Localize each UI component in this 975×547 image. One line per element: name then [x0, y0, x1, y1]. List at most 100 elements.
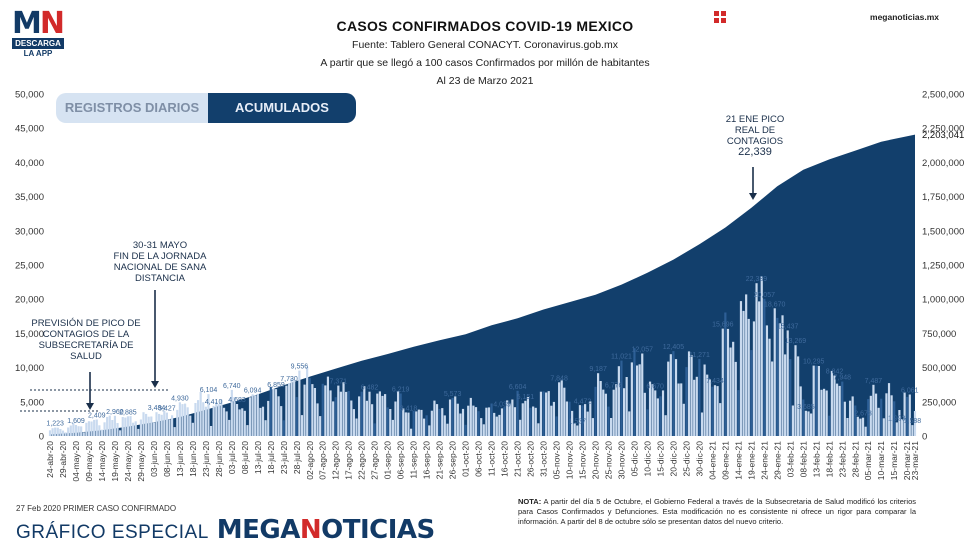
- tab-acumulados[interactable]: ACUMULADOS: [208, 93, 356, 123]
- daily-bar: [581, 405, 584, 436]
- x-axis-tick: 25-nov-20: [604, 441, 614, 480]
- daily-bar: [908, 394, 911, 436]
- daily-bar: [711, 386, 714, 436]
- daily-value-label: 22,339: [746, 276, 768, 283]
- daily-bar: [911, 425, 914, 436]
- daily-value-label: 2,673: [854, 411, 872, 418]
- daily-value-label: 5,151: [517, 394, 535, 401]
- annotation-prev-line-4: SALUD: [70, 351, 102, 362]
- daily-bar: [51, 428, 54, 436]
- daily-bar: [209, 426, 213, 436]
- x-axis-tick: 29-abr-20: [58, 441, 68, 478]
- daily-bar: [358, 396, 361, 436]
- daily-bar: [409, 428, 413, 436]
- chart-header: CASOS CONFIRMADOS COVID-19 MEXICO Fuente…: [240, 18, 730, 88]
- daily-bar: [433, 400, 436, 436]
- daily-bar: [448, 399, 452, 436]
- daily-bar: [602, 389, 605, 436]
- daily-bar: [150, 416, 153, 436]
- x-axis-tick: 13-jun-20: [175, 441, 185, 477]
- daily-bar: [643, 392, 646, 436]
- daily-bar: [716, 386, 719, 436]
- daily-bar: [321, 383, 324, 436]
- x-axis-tick: 24-may-20: [123, 441, 133, 482]
- daily-bar: [674, 359, 678, 436]
- daily-bar: [534, 407, 537, 436]
- daily-bar: [893, 401, 896, 436]
- daily-value-label: 1,537: [569, 419, 587, 426]
- daily-bar: [739, 301, 743, 436]
- daily-bar: [243, 410, 246, 436]
- tab-registros-diarios[interactable]: REGISTROS DIARIOS: [56, 93, 208, 123]
- logo-app: LA APP: [23, 49, 53, 58]
- daily-bar: [721, 328, 724, 436]
- note-label: NOTA:: [518, 497, 542, 506]
- daily-value-label: 1,993: [888, 415, 906, 422]
- daily-bar: [199, 392, 202, 436]
- daily-bar: [454, 396, 457, 436]
- daily-bar: [480, 418, 483, 436]
- daily-bar: [810, 413, 813, 436]
- left-axis-tick: 0: [39, 432, 44, 443]
- daily-bar: [264, 420, 267, 436]
- daily-bar: [638, 364, 641, 436]
- daily-bar: [589, 401, 592, 436]
- daily-bar: [124, 417, 127, 436]
- daily-bar: [838, 385, 841, 436]
- daily-bar: [82, 432, 85, 436]
- daily-bar: [789, 359, 792, 436]
- daily-bar: [339, 391, 343, 436]
- daily-bar: [290, 378, 293, 436]
- daily-bar: [586, 411, 589, 436]
- daily-bar: [163, 410, 166, 436]
- x-axis-tick: 10-nov-20: [565, 441, 575, 480]
- wordmark-a: MEGA: [216, 515, 301, 545]
- x-axis-tick: 18-jul-20: [266, 441, 276, 474]
- daily-bar: [703, 364, 706, 436]
- x-axis-tick: 09-ene-21: [720, 441, 730, 480]
- daily-value-label: 3,427: [158, 406, 176, 413]
- left-axis-tick: 50,000: [15, 90, 44, 101]
- daily-bar: [493, 412, 496, 436]
- daily-value-label: 4,930: [171, 395, 189, 402]
- daily-bar: [87, 421, 91, 436]
- right-axis-tick: 1,250,000: [922, 261, 964, 272]
- daily-bar: [246, 425, 249, 436]
- x-axis-tick: 18-jun-20: [188, 441, 198, 477]
- daily-bar: [726, 328, 730, 436]
- daily-bar: [147, 416, 150, 436]
- daily-bar: [532, 406, 535, 436]
- x-axis-tick: 11-sep-20: [409, 441, 419, 479]
- daily-bar: [381, 395, 384, 436]
- daily-bar: [745, 294, 748, 436]
- daily-value-label: 1,609: [67, 418, 85, 425]
- daily-bar: [69, 425, 72, 436]
- daily-bar: [498, 414, 501, 436]
- daily-bar: [529, 407, 532, 436]
- daily-bar: [308, 378, 311, 436]
- daily-bar: [337, 385, 340, 436]
- x-axis-tick: 03-feb-21: [785, 441, 795, 478]
- daily-bar: [846, 418, 849, 436]
- x-axis-tick: 08-feb-21: [798, 441, 808, 478]
- left-axis-tick: 35,000: [15, 192, 44, 203]
- x-axis-tick: 11-oct-20: [487, 441, 497, 477]
- daily-bar: [628, 411, 631, 436]
- annotation-jan-peak: 21 ENE PICO REAL DE CONTAGIOS 22,339: [700, 114, 810, 158]
- daily-bar: [469, 397, 472, 436]
- daily-bar: [319, 416, 322, 436]
- x-axis-tick: 20-nov-20: [591, 441, 601, 480]
- daily-bar: [295, 397, 298, 436]
- daily-bar: [461, 408, 465, 436]
- daily-bar: [708, 379, 711, 436]
- daily-bar: [389, 409, 392, 436]
- daily-bar: [160, 414, 163, 436]
- daily-bar: [259, 407, 262, 436]
- x-axis-tick: 24-ene-21: [759, 441, 769, 480]
- daily-bar: [682, 403, 685, 436]
- daily-bar: [859, 418, 862, 436]
- logo-descarga: DESCARGA: [12, 38, 64, 49]
- daily-bar: [376, 393, 379, 436]
- daily-bar: [477, 411, 480, 436]
- daily-bar: [342, 382, 345, 436]
